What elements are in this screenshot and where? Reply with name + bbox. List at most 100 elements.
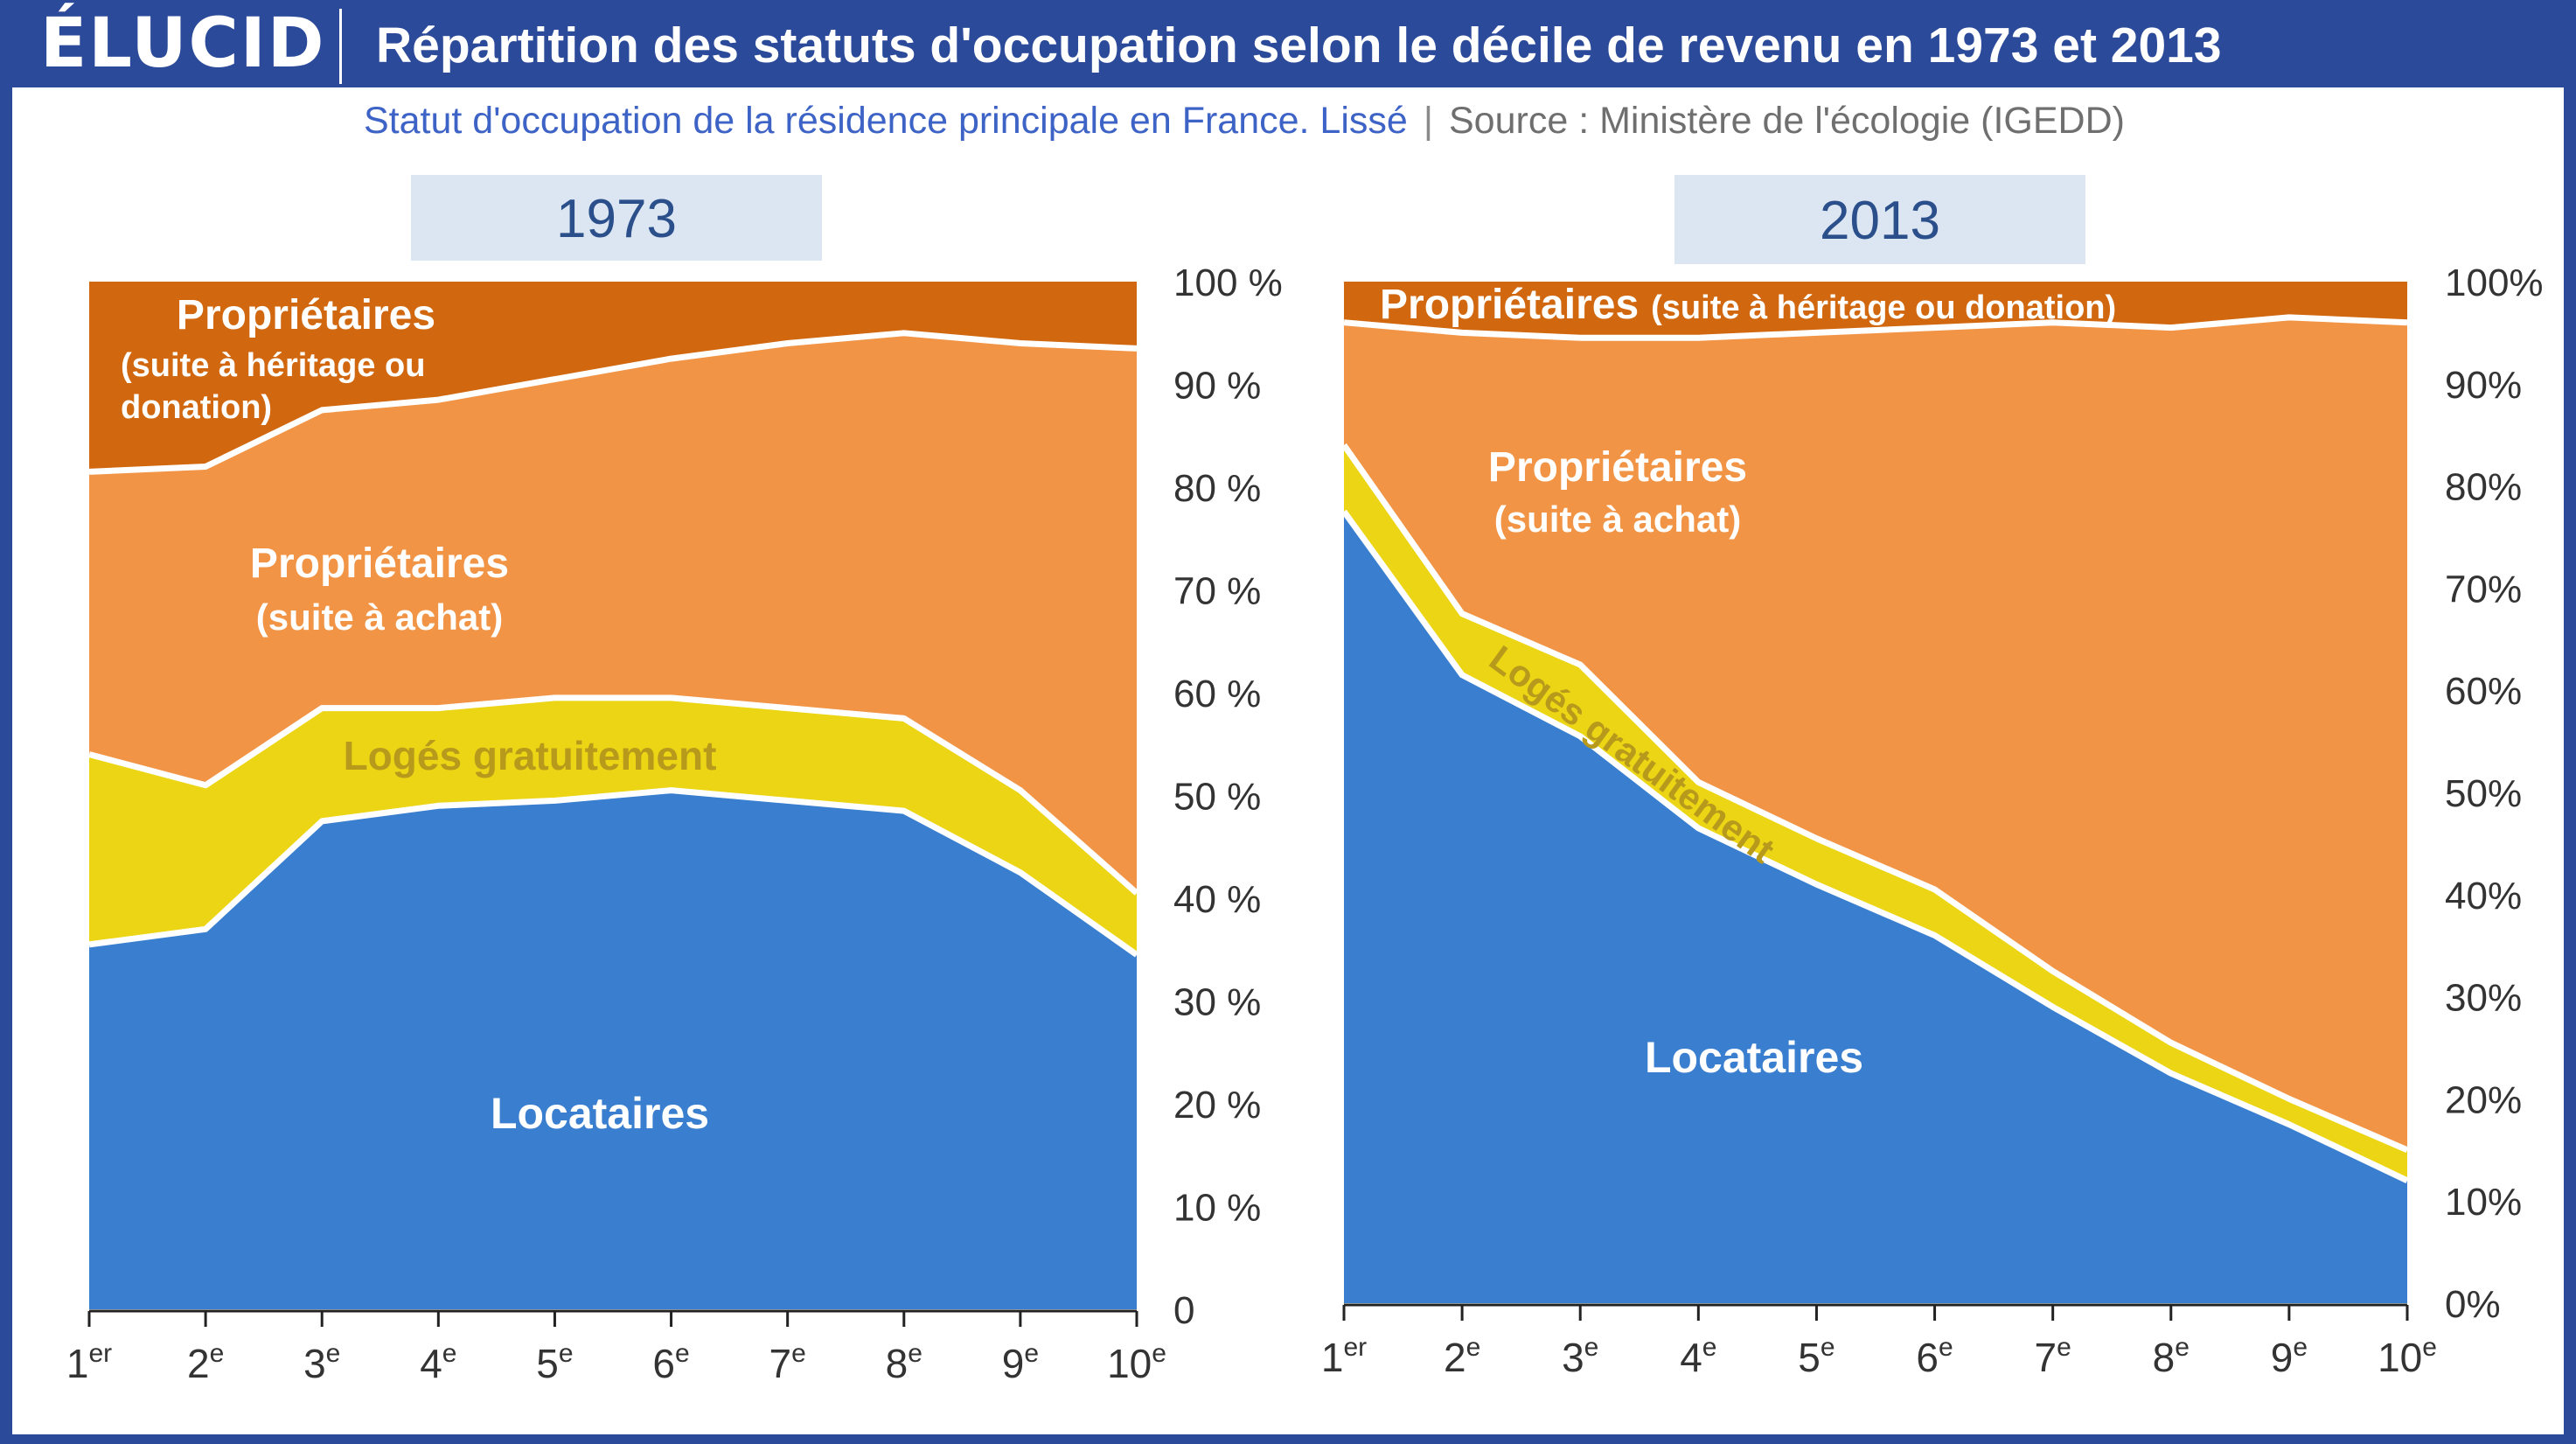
x-tick-label-text: 1er <box>1321 1333 1367 1380</box>
x-tick-label-text: 5e <box>1798 1333 1835 1380</box>
area-proprietaires-achat <box>1344 317 2407 1150</box>
x-tick-label: 10e <box>1107 1339 1166 1386</box>
boundary-line-locataires <box>1341 509 2409 1183</box>
y-tick-label: 10% <box>2445 1181 2522 1224</box>
label-proprietaires-achat: Propriétaires <box>1488 444 1747 491</box>
x-tick-label-text: 3e <box>1562 1333 1598 1380</box>
boundary-line-locataires <box>88 787 1139 958</box>
x-tick-label: 9e <box>1002 1339 1039 1386</box>
x-tick-label: 5e <box>1798 1333 1835 1380</box>
area-locataires <box>89 790 1137 1309</box>
y-tick-label: 40 % <box>1173 878 1261 921</box>
y-tick-label: 40% <box>2445 875 2522 917</box>
panel-year-label: 1973 <box>556 189 677 249</box>
x-tick-label: 6e <box>1916 1333 1953 1380</box>
panel-label-box <box>1674 175 2085 264</box>
x-tick-label: 1er <box>66 1339 112 1386</box>
x-tick-label: 7e <box>2035 1333 2071 1380</box>
boundary-line-proprietaires-achat <box>1343 314 2408 341</box>
x-tick-label: 3e <box>303 1339 340 1386</box>
x-tick-label-text: 4e <box>420 1339 456 1386</box>
x-tick-label: 5e <box>536 1339 573 1386</box>
header-bar <box>0 0 2576 87</box>
y-tick-label: 20 % <box>1173 1084 1261 1127</box>
x-tick-label-text: 8e <box>886 1339 922 1386</box>
x-tick-label: 2e <box>1444 1333 1480 1380</box>
x-tick-label: 8e <box>2153 1333 2190 1380</box>
x-tick-label: 8e <box>886 1339 922 1386</box>
label-achat-detail: (suite à achat) <box>1494 499 1741 540</box>
y-tick-label: 20% <box>2445 1078 2522 1121</box>
panel-label-box <box>411 175 822 261</box>
x-tick-label-text: 5e <box>536 1339 573 1386</box>
x-tick-label-text: 3e <box>303 1339 340 1386</box>
elucid-logo: ÉLUCID <box>40 4 326 83</box>
x-tick-label-text: 2e <box>187 1339 224 1386</box>
label-heritage-detail: (suite à héritage ou <box>121 347 425 384</box>
header-divider <box>339 9 342 84</box>
y-tick-label: 80 % <box>1173 467 1261 510</box>
y-tick-label: 60 % <box>1173 673 1261 715</box>
panel-year-label: 2013 <box>1820 191 1940 251</box>
x-tick-label: 2e <box>187 1339 224 1386</box>
area-locataires <box>1344 511 2407 1303</box>
x-tick-label: 7e <box>769 1339 806 1386</box>
area-proprietaires-achat <box>89 332 1137 894</box>
x-tick-label-text: 4e <box>1680 1333 1716 1380</box>
x-tick-label: 4e <box>1680 1333 1716 1380</box>
y-tick-label: 100% <box>2445 262 2544 304</box>
page-title: Répartition des statuts d'occupation sel… <box>376 17 2222 73</box>
x-tick-label-text: 9e <box>1002 1339 1039 1386</box>
label-proprietaires-achat: Propriétaires <box>250 541 509 587</box>
y-tick-label: 0% <box>2445 1283 2501 1326</box>
x-tick-label-text: 7e <box>2035 1333 2071 1380</box>
x-tick-label-text: 6e <box>652 1339 689 1386</box>
x-tick-label-text: 9e <box>2271 1333 2308 1380</box>
boundary-line-loges-gratuitement <box>1341 443 2409 1154</box>
x-tick-label: 1er <box>1321 1333 1367 1380</box>
elucid-mark-icon <box>2422 1391 2517 1426</box>
label-proprietaires-heritage-line: Propriétaires (suite à héritage ou donati… <box>1380 282 2116 328</box>
y-tick-label: 70% <box>2445 568 2522 610</box>
y-tick-label: 0 <box>1173 1289 1194 1332</box>
y-tick-label: 60% <box>2445 670 2522 713</box>
x-tick-label: 10e <box>2378 1333 2437 1380</box>
x-tick-label: 3e <box>1562 1333 1598 1380</box>
y-tick-label: 90% <box>2445 364 2522 407</box>
label-achat-detail: (suite à achat) <box>256 596 503 638</box>
y-tick-label: 30 % <box>1173 981 1261 1024</box>
x-tick-label: 9e <box>2271 1333 2308 1380</box>
label-loges-gratuitement: Logés gratuitement <box>344 733 717 778</box>
subtitle-line: Statut d'occupation de la résidence prin… <box>364 93 2125 149</box>
x-tick-label: 6e <box>652 1339 689 1386</box>
y-tick-label: 70 % <box>1173 570 1261 613</box>
x-tick-label-text: 1er <box>66 1339 112 1386</box>
area-proprietaires-heritage <box>89 282 1137 472</box>
y-tick-label: 100 % <box>1173 262 1283 304</box>
y-tick-label: 10 % <box>1173 1187 1261 1230</box>
source-note: Source : Ministère de l'écologie (IGEDD) <box>1449 100 2125 142</box>
footer-url[interactable]: www.elucid.media <box>2156 1403 2413 1436</box>
boundary-line-proprietaires-achat <box>88 330 1138 475</box>
subtitle-separator: | <box>1423 100 1433 142</box>
boundary-line-loges-gratuitement <box>88 694 1139 896</box>
x-tick-label-text: 10e <box>2378 1333 2437 1380</box>
subtitle: Statut d'occupation de la résidence prin… <box>364 100 1408 142</box>
y-tick-label: 80% <box>2445 466 2522 509</box>
y-tick-label: 50% <box>2445 772 2522 815</box>
label-locataires: Locataires <box>491 1089 709 1138</box>
x-tick-label-text: 10e <box>1107 1339 1166 1386</box>
x-tick-label-text: 8e <box>2153 1333 2190 1380</box>
y-tick-label: 50 % <box>1173 776 1261 819</box>
label-heritage-detail-2: donation) <box>121 389 272 426</box>
x-tick-label-text: 7e <box>769 1339 806 1386</box>
x-tick-label-text: 6e <box>1916 1333 1953 1380</box>
area-loges-gratuitement <box>89 697 1137 955</box>
label-proprietaires-heritage: Propriétaires <box>1380 282 1639 328</box>
y-tick-label: 90 % <box>1173 365 1261 408</box>
label-proprietaires-heritage: Propriétaires <box>177 292 435 338</box>
y-tick-label: 30% <box>2445 977 2522 1020</box>
x-tick-label: 4e <box>420 1339 456 1386</box>
